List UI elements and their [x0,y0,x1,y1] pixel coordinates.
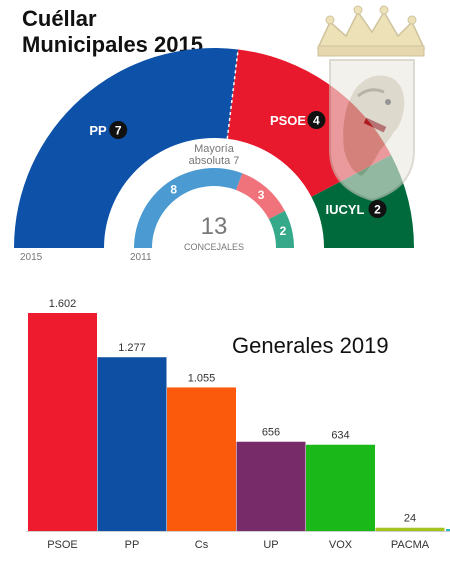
chart-title-town: Cuéllar [22,6,97,31]
majority-label-line2: absoluta 7 [189,155,240,167]
x-tick-label: PACMA [391,539,430,551]
bar-pacma [375,527,445,531]
inner-segment-pp [134,168,243,248]
inner-seat-count: 8 [170,183,177,197]
x-tick-label: VOX [329,539,353,551]
outer-party-label: PSOE [270,113,306,128]
outer-party-label: PP [89,123,107,138]
inner-seat-count: 2 [280,224,287,238]
majority-label-line1: Mayoría [194,143,235,155]
majority-line [226,49,239,139]
outer-seat-count: 7 [115,124,122,138]
outer-party-label: IUCYL [326,202,365,217]
coat-of-arms-icon [316,5,426,202]
bar-up [236,441,306,531]
bar-cutoff-edge [446,529,450,531]
outer-ring-year: 2015 [20,252,43,263]
inner-ring-year: 2011 [130,252,152,263]
bar-value-label: 634 [331,430,349,442]
outer-seat-count: 4 [313,114,320,128]
seat-badge [307,111,326,129]
x-tick-label: Cs [195,539,209,551]
inner-segment-iucyl [268,210,294,248]
bar-value-label: 656 [262,427,280,439]
x-tick-label: UP [263,539,278,551]
bar-pp [97,357,167,531]
total-seats-label: CONCEJALES [184,242,244,252]
bar-chart-title: Generales 2019 [232,333,389,358]
inner-seat-count: 3 [258,188,265,202]
seat-badge [368,200,387,218]
bar-vox [306,444,375,531]
inner-segment-psoe [235,173,285,220]
bar-psoe [28,313,97,531]
bar-value-label: 1.277 [118,342,146,354]
x-tick-label: PSOE [47,539,78,551]
outer-seat-count: 2 [374,203,381,217]
bar-value-label: 24 [404,513,416,525]
bar-value-label: 1.055 [188,372,216,384]
x-tick-label: PP [125,539,140,551]
outer-segment-pp [14,48,239,248]
bar-value-label: 1.602 [49,298,77,310]
seat-badge [109,121,128,139]
general-2019-bar-chart: 1.602 PSOE 1.277 PP 1.055 Cs 656 UP 634 VOX 24 PACM… [26,298,450,551]
total-seats-value: 13 [201,213,228,240]
bar-cs [167,387,236,531]
